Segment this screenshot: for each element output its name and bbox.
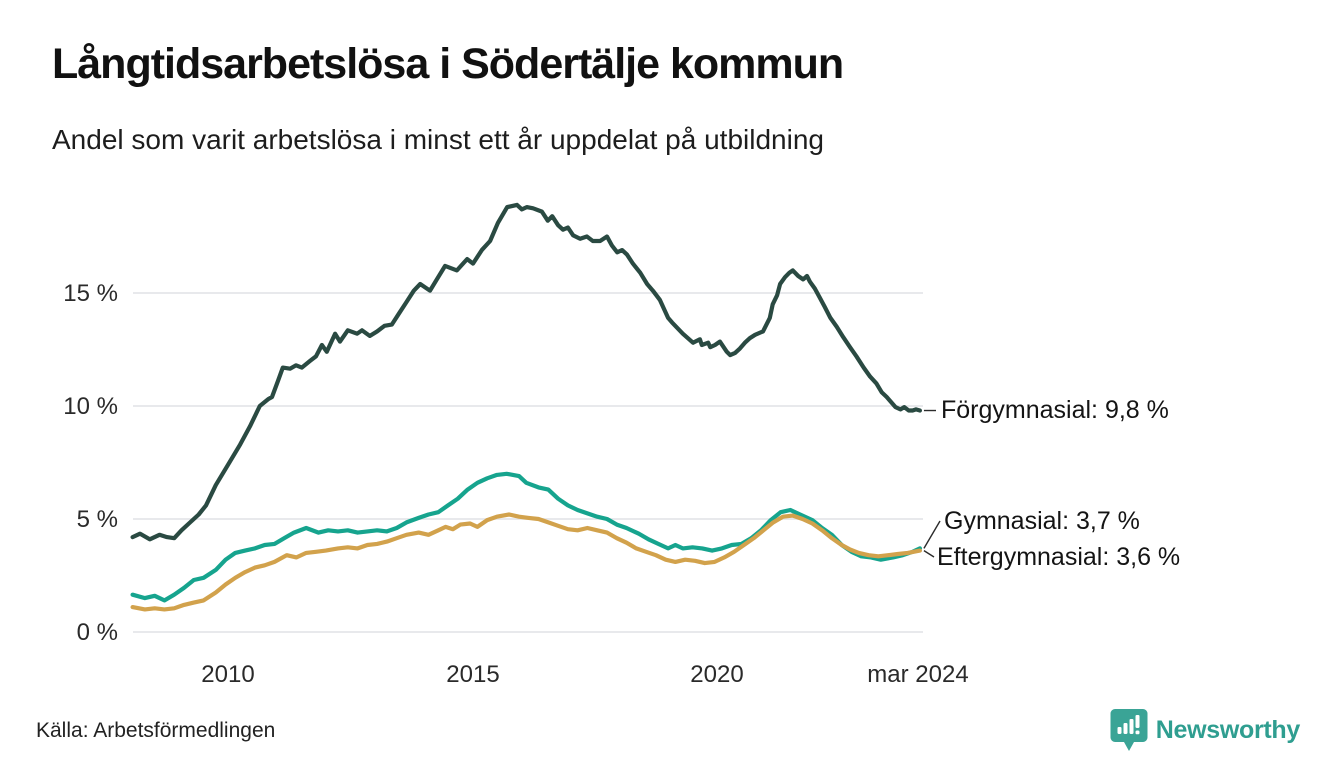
x-axis-tick-2015: 2015 (446, 661, 500, 688)
series-end-label-eftergymnasial: Eftergymnasial: 3,6 % (937, 543, 1181, 571)
page-title: Långtidsarbetslösa i Södertälje kommun (52, 40, 844, 88)
series-line-gymnasial (130, 471, 923, 603)
y-axis-tick-0: 0 % (76, 619, 118, 646)
x-axis-tick-mar-2024: mar 2024 (867, 661, 969, 688)
x-axis-tick-2020: 2020 (690, 661, 744, 688)
series-end-label-forgymnasial: Förgymnasial: 9,8 % (941, 396, 1169, 424)
speech-bubble-bar-chart-icon (1110, 709, 1148, 751)
newsworthy-logo-text: Newsworthy (1155, 716, 1301, 744)
x-axis-tick-2010: 2010 (201, 661, 255, 688)
y-axis-tick-5: 5 % (76, 506, 118, 533)
source-note: Källa: Arbetsförmedlingen (36, 719, 276, 742)
series-line-förgymnasial (130, 202, 923, 542)
y-axis-tick-15: 15 % (63, 280, 118, 307)
series-end-label-gymnasial: Gymnasial: 3,7 % (944, 507, 1140, 535)
chart-subtitle: Andel som varit arbetslösa i minst ett å… (52, 124, 824, 155)
label-connector-gymnasial (923, 520, 941, 549)
newsworthy-logo: Newsworthy (1110, 708, 1300, 753)
label-connector-eftergymnasial (923, 550, 935, 558)
series-line-eftergymnasial (130, 512, 923, 612)
y-axis-tick-10: 10 % (63, 393, 118, 420)
